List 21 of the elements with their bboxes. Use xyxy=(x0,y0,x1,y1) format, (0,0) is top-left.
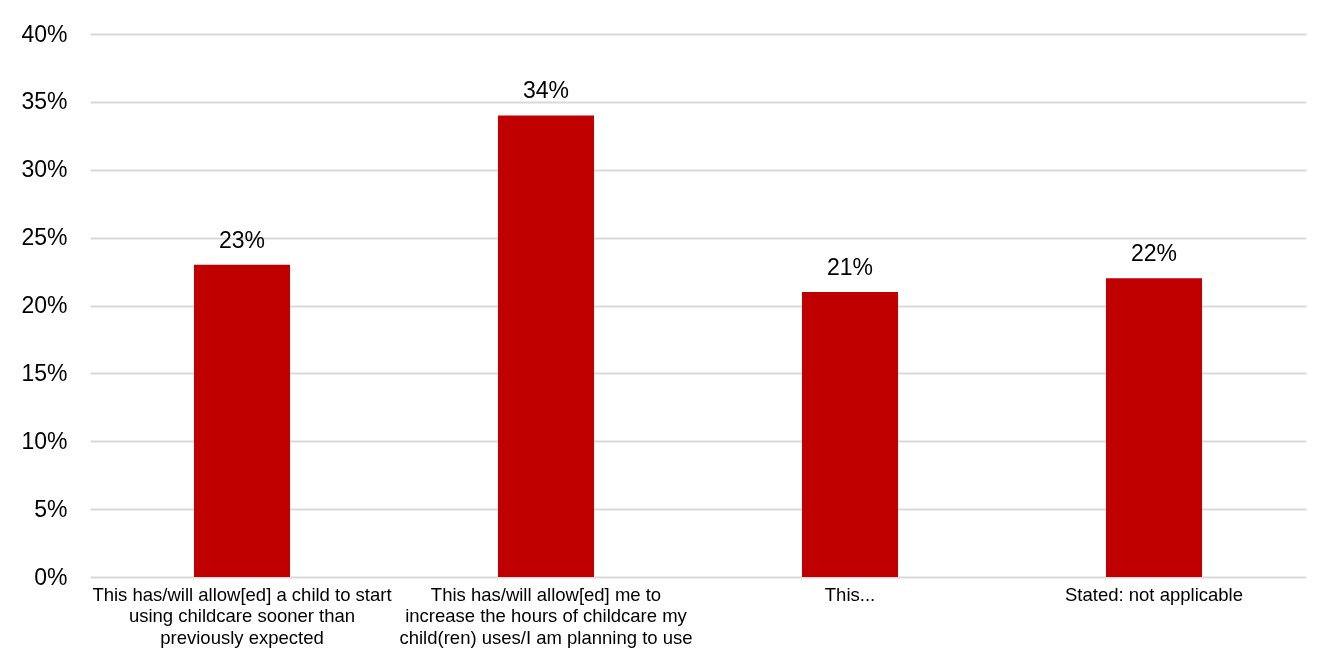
data-label: 21% xyxy=(826,253,874,280)
y-tick-label: 35% xyxy=(21,88,68,115)
x-tick-label: This... xyxy=(824,583,876,605)
y-tick-label: 10% xyxy=(21,427,68,454)
y-tick-label: 5% xyxy=(34,495,68,522)
y-tick-label: 40% xyxy=(21,20,68,47)
bar xyxy=(193,264,291,577)
x-tick-label: This has/will allow[ed] me to increase the hours of childcare my child(ren) uses/I am planning to use xyxy=(399,583,693,648)
y-tick-label: 20% xyxy=(21,292,68,318)
data-label: 23% xyxy=(218,226,266,253)
y-tick-label: 15% xyxy=(21,359,68,386)
y-tick-label: 0% xyxy=(34,563,68,590)
y-tick-label: 30% xyxy=(21,156,68,183)
x-tick-label: Stated: not applicable xyxy=(1065,583,1243,605)
bar xyxy=(1105,278,1203,577)
bar xyxy=(801,291,899,577)
data-label: 22% xyxy=(1130,240,1178,267)
bar xyxy=(497,115,595,577)
data-label: 34% xyxy=(522,77,570,104)
y-tick-label: 25% xyxy=(21,224,68,251)
x-tick-label: This has/will allow[ed] a child to start using childcare sooner than previously expected xyxy=(92,583,392,648)
